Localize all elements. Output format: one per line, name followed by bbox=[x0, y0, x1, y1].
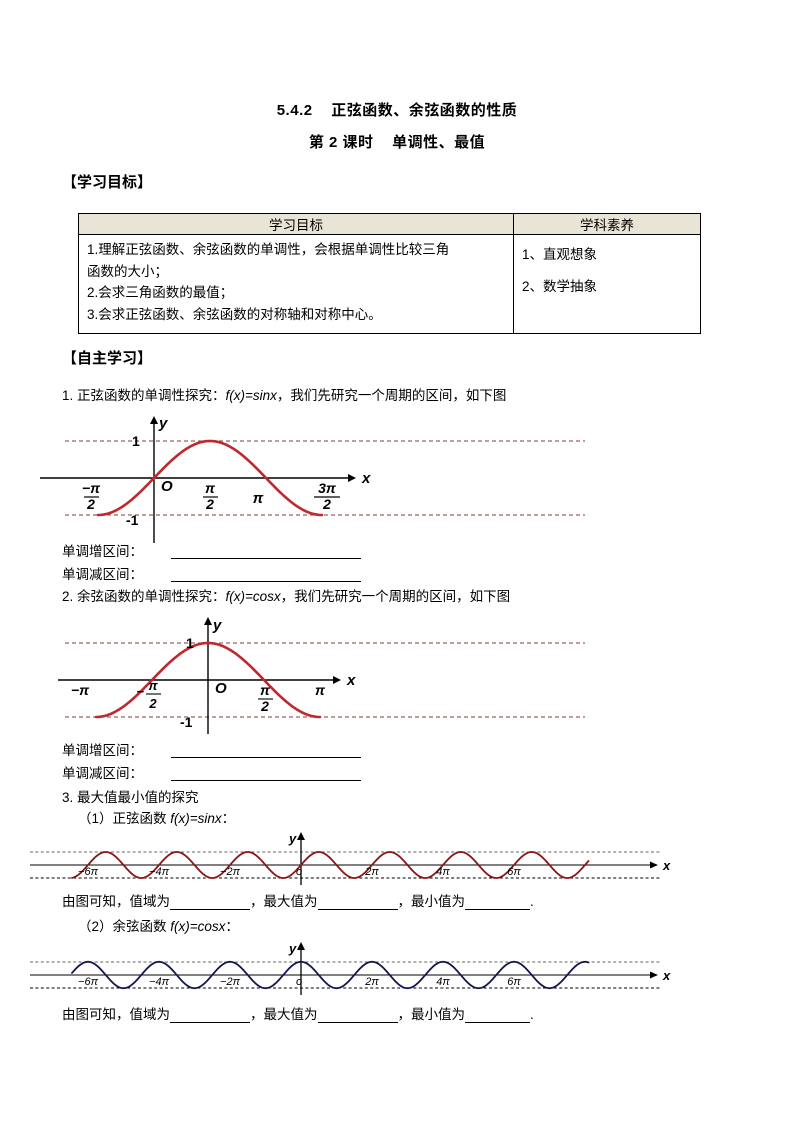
svg-text:2π: 2π bbox=[364, 866, 379, 878]
svg-text:o: o bbox=[296, 976, 302, 988]
svg-text:3π: 3π bbox=[318, 480, 337, 496]
svg-text:y: y bbox=[158, 415, 168, 432]
svg-text:y: y bbox=[288, 831, 297, 846]
svg-text:−4π: −4π bbox=[149, 976, 170, 988]
svg-text:O: O bbox=[215, 680, 227, 697]
svg-text:1: 1 bbox=[132, 433, 140, 449]
svg-text:O: O bbox=[161, 478, 173, 495]
svg-text:−2π: −2π bbox=[220, 866, 241, 878]
svg-text:π: π bbox=[253, 490, 264, 507]
svg-text:-1: -1 bbox=[180, 714, 193, 730]
svg-text:π: π bbox=[260, 682, 271, 698]
svg-text:−π: −π bbox=[82, 480, 101, 496]
svg-text:−6π: −6π bbox=[78, 866, 99, 878]
svg-text:−π: −π bbox=[71, 682, 90, 698]
svg-text:π: π bbox=[205, 480, 216, 496]
svg-text:2: 2 bbox=[86, 496, 95, 512]
svg-text:y: y bbox=[212, 617, 222, 634]
svg-text:−: − bbox=[136, 684, 144, 699]
svg-text:2: 2 bbox=[148, 696, 157, 711]
svg-text:−4π: −4π bbox=[149, 866, 170, 878]
svg-text:−6π: −6π bbox=[78, 976, 99, 988]
svg-text:2: 2 bbox=[205, 496, 214, 512]
svg-text:2: 2 bbox=[260, 698, 269, 714]
svg-text:2π: 2π bbox=[364, 976, 379, 988]
svg-text:4π: 4π bbox=[436, 976, 450, 988]
svg-text:6π: 6π bbox=[507, 866, 521, 878]
svg-text:y: y bbox=[288, 941, 297, 956]
svg-text:x: x bbox=[346, 672, 356, 689]
svg-text:2: 2 bbox=[322, 496, 331, 512]
svg-text:x: x bbox=[662, 858, 671, 873]
svg-text:-1: -1 bbox=[126, 512, 139, 528]
svg-text:x: x bbox=[662, 968, 671, 983]
svg-text:−2π: −2π bbox=[220, 976, 241, 988]
svg-text:o: o bbox=[296, 866, 302, 878]
svg-text:π: π bbox=[315, 682, 326, 698]
svg-text:4π: 4π bbox=[436, 866, 450, 878]
svg-text:π: π bbox=[148, 678, 158, 693]
svg-text:6π: 6π bbox=[507, 976, 521, 988]
svg-text:1: 1 bbox=[186, 635, 194, 651]
svg-text:x: x bbox=[361, 470, 371, 487]
